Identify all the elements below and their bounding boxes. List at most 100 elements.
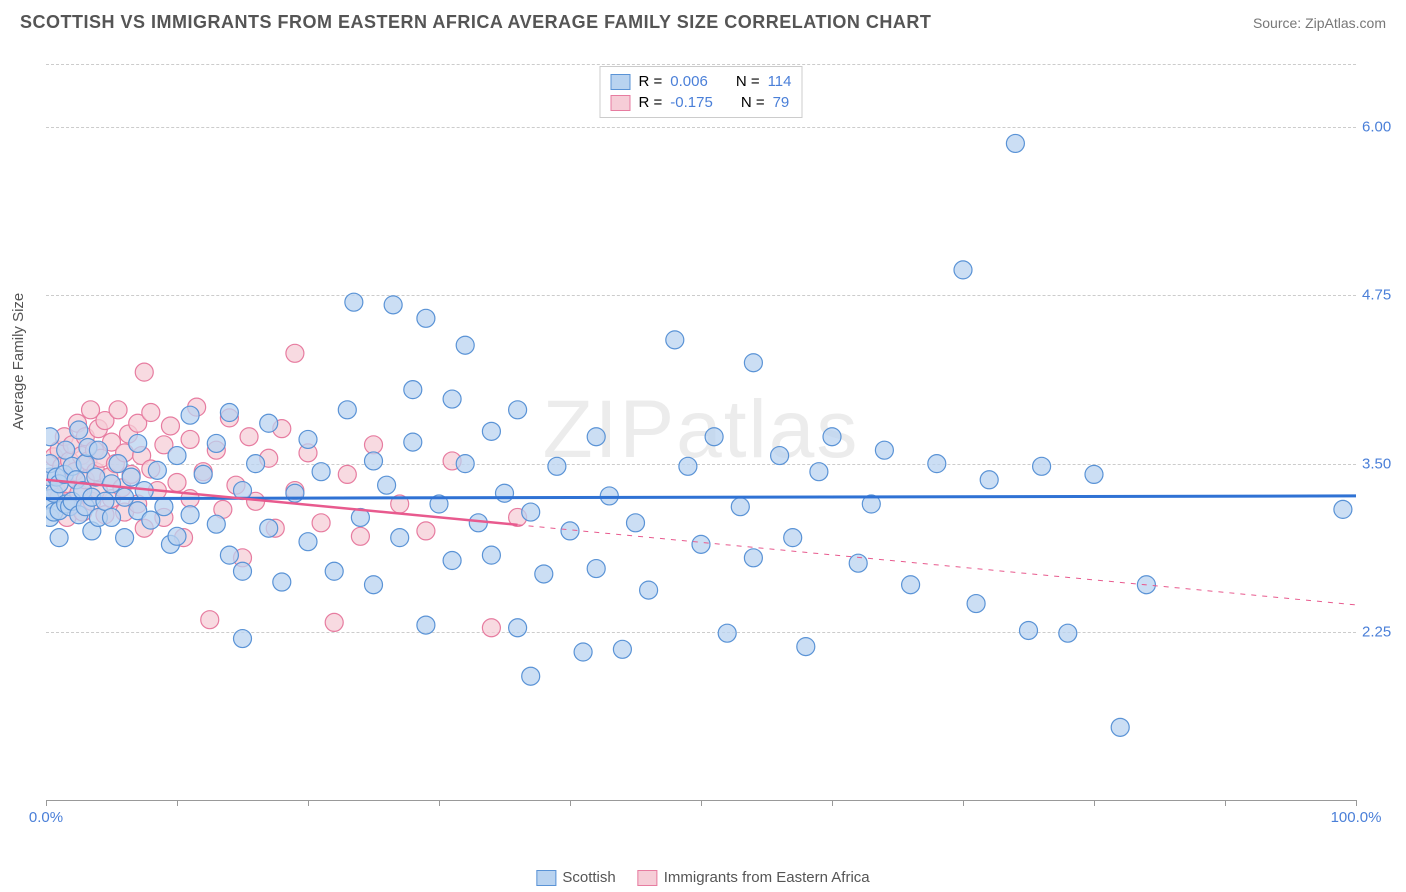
data-point	[103, 475, 121, 493]
swatch-series-2	[611, 95, 631, 111]
data-point	[234, 562, 252, 580]
swatch-series-1	[536, 870, 556, 886]
data-point	[875, 441, 893, 459]
data-point	[587, 560, 605, 578]
data-point	[600, 487, 618, 505]
data-point	[731, 498, 749, 516]
data-point	[181, 506, 199, 524]
data-point	[522, 667, 540, 685]
data-point	[286, 344, 304, 362]
stats-r-value-2: -0.175	[670, 94, 713, 111]
stats-row: R = -0.175 N = 79	[611, 92, 792, 113]
data-point	[496, 484, 514, 502]
data-point	[50, 529, 68, 547]
x-tick-label: 100.0%	[1331, 809, 1382, 826]
data-point	[365, 576, 383, 594]
data-point	[273, 573, 291, 591]
data-point	[627, 514, 645, 532]
data-point	[181, 406, 199, 424]
stats-r-value-1: 0.006	[670, 73, 708, 90]
swatch-series-1	[611, 74, 631, 90]
data-point	[103, 508, 121, 526]
data-point	[325, 562, 343, 580]
data-point	[980, 471, 998, 489]
stats-row: R = 0.006 N = 114	[611, 71, 792, 92]
legend-label-1: Scottish	[562, 869, 615, 886]
data-point	[234, 630, 252, 648]
data-point	[587, 428, 605, 446]
data-point	[1059, 624, 1077, 642]
data-point	[96, 492, 114, 510]
x-tick	[832, 800, 833, 806]
data-point	[299, 430, 317, 448]
legend-item: Immigrants from Eastern Africa	[638, 869, 870, 886]
data-point	[57, 441, 75, 459]
data-point	[482, 546, 500, 564]
data-point	[207, 434, 225, 452]
correlation-stats-box: R = 0.006 N = 114 R = -0.175 N = 79	[600, 66, 803, 118]
data-point	[345, 293, 363, 311]
data-point	[312, 463, 330, 481]
data-point	[312, 514, 330, 532]
stats-n-value-1: 114	[768, 73, 792, 90]
stats-r-label: R =	[639, 73, 663, 90]
data-point	[142, 404, 160, 422]
x-tick	[308, 800, 309, 806]
x-tick	[1225, 800, 1226, 806]
data-point	[168, 527, 186, 545]
y-tick-label: 3.50	[1362, 455, 1406, 472]
stats-n-value-2: 79	[773, 94, 790, 111]
data-point	[338, 401, 356, 419]
data-point	[456, 336, 474, 354]
legend: Scottish Immigrants from Eastern Africa	[536, 869, 869, 886]
data-point	[46, 428, 59, 446]
data-point	[1334, 500, 1352, 518]
data-point	[404, 433, 422, 451]
data-point	[109, 401, 127, 419]
data-point	[679, 457, 697, 475]
data-point	[109, 455, 127, 473]
data-point	[1020, 621, 1038, 639]
data-point	[404, 381, 422, 399]
stats-n-label: N =	[741, 94, 765, 111]
stats-n-label: N =	[736, 73, 760, 90]
y-tick-label: 2.25	[1362, 623, 1406, 640]
data-point	[954, 261, 972, 279]
data-point	[784, 529, 802, 547]
data-point	[142, 511, 160, 529]
x-tick-label: 0.0%	[29, 809, 63, 826]
data-point	[116, 529, 134, 547]
data-point	[718, 624, 736, 642]
data-point	[744, 354, 762, 372]
data-point	[194, 465, 212, 483]
data-point	[535, 565, 553, 583]
data-point	[417, 522, 435, 540]
data-point	[522, 503, 540, 521]
data-point	[1085, 465, 1103, 483]
data-point	[1033, 457, 1051, 475]
legend-item: Scottish	[536, 869, 615, 886]
data-point	[181, 430, 199, 448]
data-point	[666, 331, 684, 349]
data-point	[378, 476, 396, 494]
y-tick-label: 6.00	[1362, 119, 1406, 136]
data-point	[967, 595, 985, 613]
x-tick	[1356, 800, 1357, 806]
data-point	[482, 422, 500, 440]
chart-plot-area: ZIPatlas R = 0.006 N = 114 R = -0.175 N …	[46, 60, 1356, 801]
data-point	[161, 417, 179, 435]
x-tick	[570, 800, 571, 806]
x-tick	[439, 800, 440, 806]
y-tick-label: 4.75	[1362, 287, 1406, 304]
data-point	[384, 296, 402, 314]
data-point	[201, 611, 219, 629]
data-point	[1111, 718, 1129, 736]
data-point	[902, 576, 920, 594]
data-point	[299, 533, 317, 551]
x-tick	[963, 800, 964, 806]
data-point	[260, 519, 278, 537]
data-point	[247, 455, 265, 473]
data-point	[168, 473, 186, 491]
data-point	[417, 616, 435, 634]
data-point	[744, 549, 762, 567]
